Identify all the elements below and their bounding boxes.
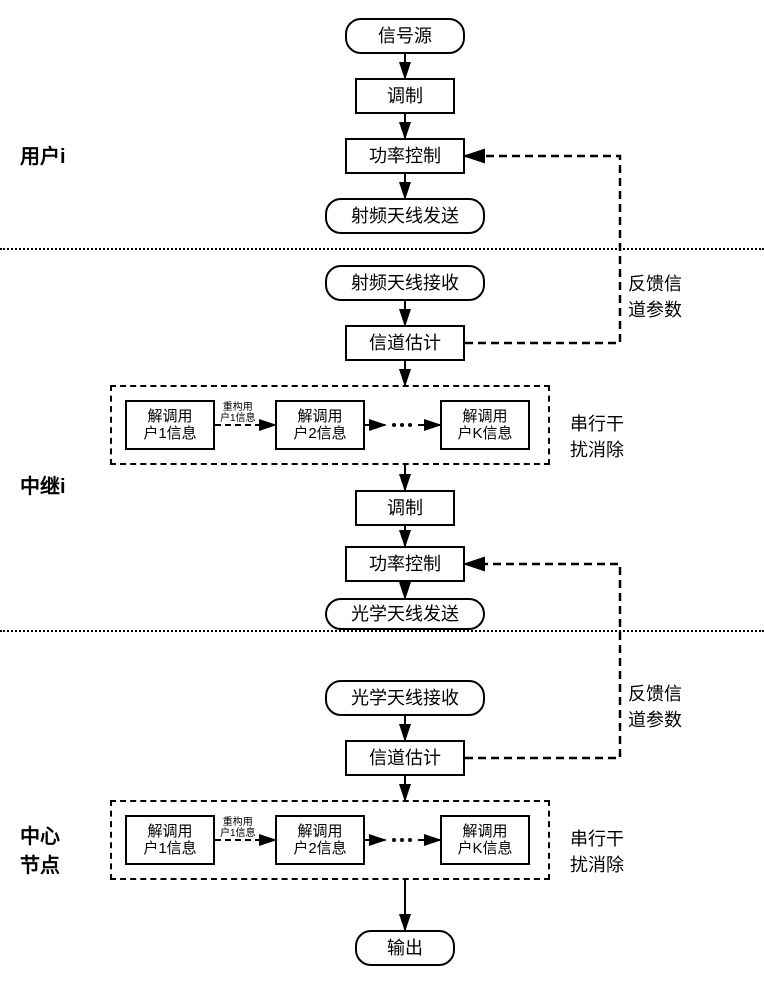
section-label-relay: 中继i <box>20 470 66 499</box>
node-n9: 光学天线发送 <box>325 598 485 630</box>
node-s2c: 解调用 户K信息 <box>440 815 530 865</box>
node-s1a: 解调用 户1信息 <box>125 400 215 450</box>
section-label-center: 中心 节点 <box>20 820 60 878</box>
node-s1b: 解调用 户2信息 <box>275 400 365 450</box>
node-n3: 功率控制 <box>345 138 465 174</box>
node-n12: 输出 <box>355 930 455 966</box>
side-label-feedback2: 反馈信 道参数 <box>628 680 682 732</box>
section-divider <box>0 248 764 250</box>
section-divider <box>0 630 764 632</box>
s1_edge_label: 重构用 户1信息 <box>220 402 256 424</box>
diagram-canvas: 用户i中继i中心 节点反馈信 道参数串行干 扰消除反馈信 道参数串行干 扰消除信… <box>0 0 764 1000</box>
section-label-user: 用户i <box>20 140 66 169</box>
node-n4: 射频天线发送 <box>325 198 485 234</box>
node-n10: 光学天线接收 <box>325 680 485 716</box>
node-n11: 信道估计 <box>345 740 465 776</box>
node-s2a: 解调用 户1信息 <box>125 815 215 865</box>
s2_edge_label: 重构用 户1信息 <box>220 817 256 839</box>
node-n8: 功率控制 <box>345 546 465 582</box>
node-s1c: 解调用 户K信息 <box>440 400 530 450</box>
node-n6: 信道估计 <box>345 325 465 361</box>
side-label-sic1: 串行干 扰消除 <box>570 410 624 462</box>
node-n7: 调制 <box>355 490 455 526</box>
node-n1: 信号源 <box>345 18 465 54</box>
node-s2b: 解调用 户2信息 <box>275 815 365 865</box>
node-n5: 射频天线接收 <box>325 265 485 301</box>
node-n2: 调制 <box>355 78 455 114</box>
side-label-sic2: 串行干 扰消除 <box>570 825 624 877</box>
side-label-feedback1: 反馈信 道参数 <box>628 270 682 322</box>
